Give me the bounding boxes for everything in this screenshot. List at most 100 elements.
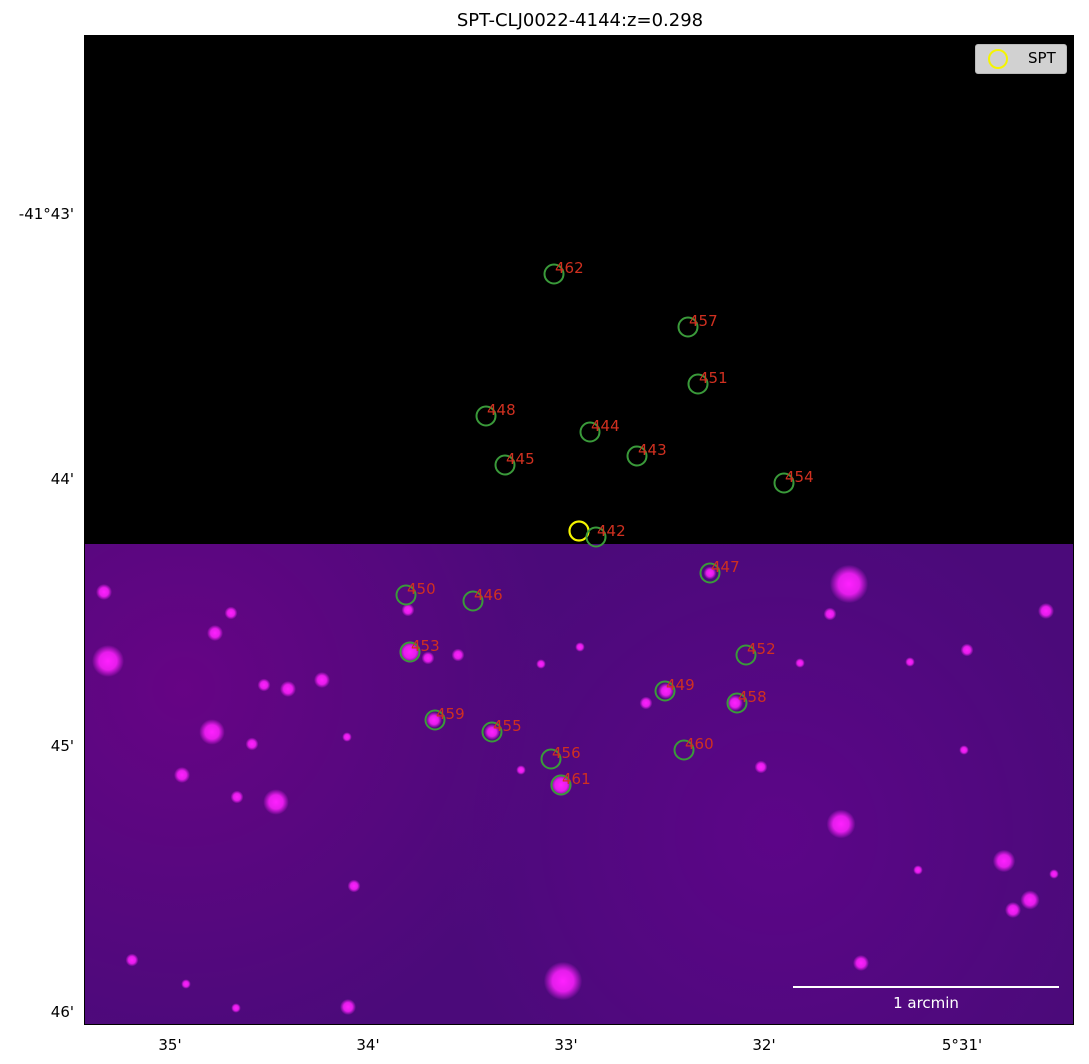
galaxy-blob xyxy=(639,696,653,710)
spt-ring-icon xyxy=(988,49,1008,69)
source-label: 462 xyxy=(555,259,584,277)
source-marker xyxy=(735,644,757,666)
galaxy-blob xyxy=(398,640,422,664)
galaxy-blob xyxy=(230,790,244,804)
galaxy-blob xyxy=(960,643,974,657)
y-tick-label: 46' xyxy=(50,1003,74,1021)
y-tick-label: 45' xyxy=(50,737,74,755)
source-label: 448 xyxy=(487,401,516,419)
galaxy-blob xyxy=(207,625,223,641)
source-label: 445 xyxy=(506,450,535,468)
galaxy-blob xyxy=(703,566,717,580)
galaxy-blob xyxy=(959,745,969,755)
galaxy-blob xyxy=(658,683,674,699)
galaxy-blob xyxy=(451,648,465,662)
galaxy-blob xyxy=(484,724,500,740)
source-label: 454 xyxy=(785,468,814,486)
galaxy-blob xyxy=(92,645,124,677)
source-marker xyxy=(399,641,421,663)
source-marker xyxy=(550,774,572,796)
galaxy-blob xyxy=(516,765,526,775)
source-marker xyxy=(481,721,503,743)
galaxy-blob xyxy=(913,865,923,875)
galaxy-blob xyxy=(992,849,1016,873)
legend: SPT xyxy=(975,44,1067,74)
source-marker xyxy=(543,263,565,285)
plot-title: SPT-CLJ0022-4144:z=0.298 xyxy=(456,10,704,31)
galaxy-blob xyxy=(342,732,352,742)
galaxy-blob xyxy=(575,642,585,652)
y-tick-label: -41°43' xyxy=(18,205,74,223)
source-label: 457 xyxy=(689,312,718,330)
galaxy-blob xyxy=(263,789,289,815)
x-tick-label: 5°31' xyxy=(941,1036,983,1054)
source-label: 451 xyxy=(699,369,728,387)
source-label: 461 xyxy=(562,770,591,788)
galaxy-blob xyxy=(829,564,869,604)
galaxy-blob xyxy=(795,658,805,668)
optical-image-region xyxy=(85,544,1073,1024)
galaxy-blob xyxy=(421,651,435,665)
source-marker xyxy=(475,405,497,427)
source-label: 455 xyxy=(493,717,522,735)
source-marker xyxy=(677,316,699,338)
galaxy-blob xyxy=(174,767,190,783)
galaxy-blob xyxy=(231,1003,241,1013)
galaxy-blob xyxy=(125,953,139,967)
galaxy-blob xyxy=(1005,902,1021,918)
source-label: 446 xyxy=(474,586,503,604)
scale-bar-label: 1 arcmin xyxy=(893,994,959,1012)
galaxy-blob xyxy=(1049,869,1059,879)
sky-image-panel xyxy=(84,35,1074,1025)
x-tick-label: 32' xyxy=(752,1036,776,1054)
galaxy-blob xyxy=(245,737,259,751)
galaxy-blob xyxy=(853,955,869,971)
scale-bar xyxy=(793,986,1059,988)
source-marker xyxy=(494,454,516,476)
x-tick-label: 34' xyxy=(356,1036,380,1054)
galaxy-blob xyxy=(401,603,415,617)
source-label: 444 xyxy=(591,417,620,435)
source-label: 449 xyxy=(666,676,695,694)
galaxy-blob xyxy=(826,809,856,839)
x-tick-label: 33' xyxy=(554,1036,578,1054)
galaxy-blob xyxy=(347,879,361,893)
galaxy-blob xyxy=(1020,890,1040,910)
galaxy-blob xyxy=(536,659,546,669)
source-marker xyxy=(579,421,601,443)
source-marker xyxy=(726,692,748,714)
source-marker xyxy=(540,748,562,770)
source-label: 453 xyxy=(411,637,440,655)
galaxy-blob xyxy=(257,678,271,692)
source-marker xyxy=(773,472,795,494)
source-marker xyxy=(699,562,721,584)
source-label: 460 xyxy=(685,735,714,753)
galaxy-blob xyxy=(543,961,583,1001)
source-label: 443 xyxy=(638,441,667,459)
source-marker xyxy=(462,590,484,612)
galaxy-blob xyxy=(224,606,238,620)
source-marker xyxy=(424,709,446,731)
source-marker xyxy=(395,584,417,606)
source-label: 456 xyxy=(552,744,581,762)
source-label: 442 xyxy=(597,522,626,540)
source-marker xyxy=(687,373,709,395)
galaxy-blob xyxy=(549,773,573,797)
source-marker xyxy=(585,526,607,548)
galaxy-blob xyxy=(314,672,330,688)
y-tick-label: 44' xyxy=(50,470,74,488)
galaxy-blob xyxy=(280,681,296,697)
source-marker xyxy=(673,739,695,761)
source-label: 452 xyxy=(747,640,776,658)
galaxy-blob xyxy=(426,712,442,728)
galaxy-blob xyxy=(823,607,837,621)
source-label: 459 xyxy=(436,705,465,723)
source-marker xyxy=(626,445,648,467)
source-marker xyxy=(654,680,676,702)
source-label: 450 xyxy=(407,580,436,598)
source-label: 447 xyxy=(711,558,740,576)
galaxy-blob xyxy=(727,695,743,711)
galaxy-blob xyxy=(1038,603,1054,619)
x-tick-label: 35' xyxy=(158,1036,182,1054)
